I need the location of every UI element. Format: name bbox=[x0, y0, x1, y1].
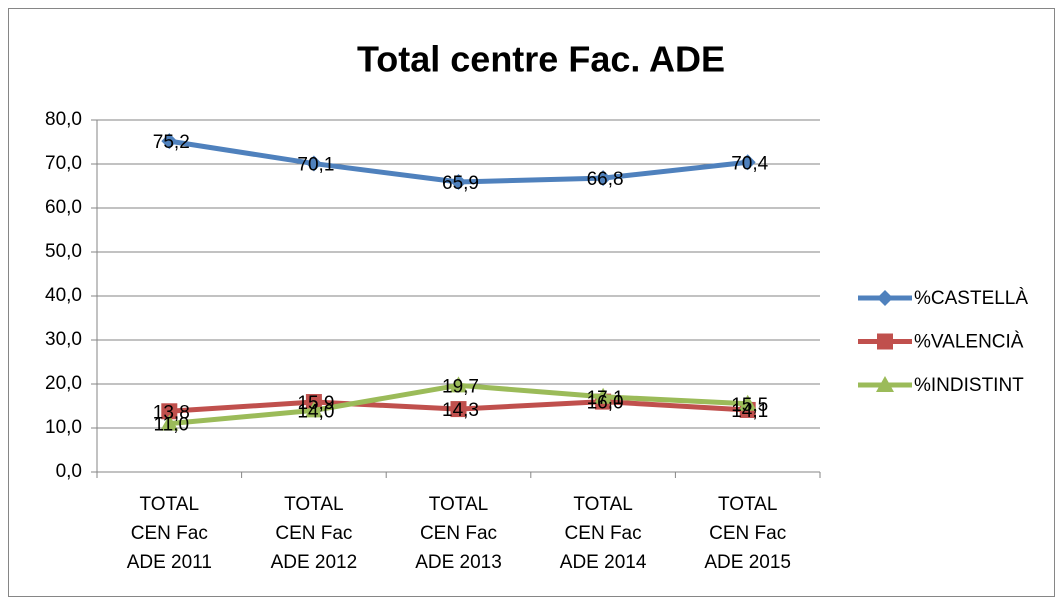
y-tick-label: 60,0 bbox=[45, 197, 82, 218]
legend-marker bbox=[876, 376, 894, 392]
y-tick-label: 20,0 bbox=[45, 373, 82, 394]
chart-title: Total centre Fac. ADE bbox=[357, 39, 725, 80]
data-label: 70,4 bbox=[731, 153, 768, 174]
data-label: 14,0 bbox=[297, 401, 334, 422]
y-tick-label: 80,0 bbox=[45, 109, 82, 130]
data-label: 13,8 bbox=[153, 402, 190, 423]
data-label: 65,9 bbox=[442, 173, 479, 194]
data-label: 15,9 bbox=[297, 393, 334, 414]
x-tick-label: TOTAL CEN Fac ADE 2013 bbox=[415, 494, 502, 573]
x-tick-label: TOTAL CEN Fac ADE 2014 bbox=[559, 494, 647, 573]
legend-label: %VALENCIÀ bbox=[914, 332, 1024, 353]
data-label: 14,3 bbox=[442, 400, 479, 421]
chart-border bbox=[8, 8, 1055, 597]
data-point bbox=[595, 170, 612, 187]
y-tick-label: 50,0 bbox=[45, 241, 82, 262]
data-point bbox=[304, 401, 323, 418]
y-tick-label: 0,0 bbox=[56, 461, 82, 482]
data-point bbox=[161, 133, 178, 150]
data-label: 66,8 bbox=[587, 169, 624, 190]
data-label: 11,0 bbox=[154, 415, 190, 436]
data-point bbox=[594, 387, 613, 404]
data-point bbox=[305, 155, 322, 172]
data-label: 15,5 bbox=[731, 395, 768, 416]
y-tick-label: 30,0 bbox=[45, 329, 82, 350]
legend-label: %CASTELLÀ bbox=[914, 288, 1028, 309]
y-tick-label: 70,0 bbox=[45, 153, 82, 174]
x-tick-label: TOTAL CEN Fac ADE 2011 bbox=[126, 494, 212, 573]
data-point bbox=[738, 394, 757, 411]
data-point bbox=[161, 403, 178, 420]
legend-marker bbox=[877, 290, 893, 306]
data-label: 14,1 bbox=[731, 401, 768, 422]
data-label: 75,2 bbox=[153, 132, 190, 153]
data-point bbox=[450, 174, 467, 191]
data-label: 19,7 bbox=[442, 376, 479, 397]
x-tick-label: TOTAL CEN Fac ADE 2012 bbox=[270, 494, 358, 573]
legend-marker bbox=[877, 333, 893, 350]
data-label: 70,1 bbox=[297, 155, 334, 176]
x-tick-label: TOTAL CEN Fac ADE 2015 bbox=[704, 494, 791, 573]
data-point bbox=[739, 154, 756, 171]
legend-label: %INDISTINT bbox=[914, 375, 1024, 396]
y-tick-label: 10,0 bbox=[45, 417, 82, 438]
data-label: 17,1 bbox=[587, 388, 624, 409]
data-point bbox=[449, 376, 468, 393]
data-label: 16,0 bbox=[587, 393, 624, 414]
y-tick-label: 40,0 bbox=[45, 285, 82, 306]
data-point bbox=[450, 401, 467, 418]
data-point bbox=[160, 414, 179, 431]
